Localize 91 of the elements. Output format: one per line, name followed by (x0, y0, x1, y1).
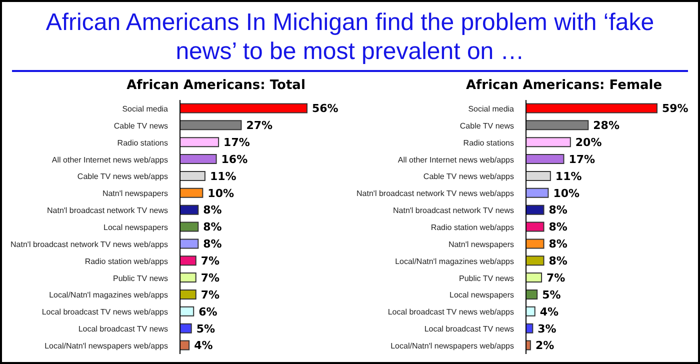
bar (526, 170, 551, 181)
bar (180, 340, 190, 350)
y-tick-label: Local/Natn'l newspapers web/apps (390, 342, 514, 351)
bar (180, 120, 242, 130)
bar (180, 154, 217, 164)
data-label: 7% (200, 271, 220, 284)
data-label: 5% (196, 322, 216, 336)
y-tick-label: Cable TV news web/apps (77, 172, 168, 182)
bar (526, 256, 544, 266)
y-tick-label: Local/Natn'l newspapers web/apps (44, 342, 168, 351)
y-tick-label: Natn'l broadcast network TV news web/apps (10, 240, 168, 249)
y-tick-label: Radio stations (117, 138, 168, 148)
y-tick-label: Local/Natn'l magazines web/apps (395, 256, 514, 266)
bar (180, 256, 196, 266)
bar (180, 289, 196, 300)
data-label: 20% (575, 136, 602, 149)
data-label: 3% (538, 322, 556, 336)
bar (526, 289, 538, 300)
bar (180, 137, 220, 148)
data-label: 8% (203, 220, 222, 234)
data-label: 56% (312, 102, 338, 116)
y-tick-label: Local/Natn'l magazines web/apps (49, 290, 168, 300)
data-label: 28% (593, 119, 620, 132)
bar (180, 323, 192, 334)
bar (526, 204, 544, 215)
data-label: 8% (548, 220, 568, 234)
y-tick-label: Public TV news (113, 274, 168, 283)
bar (526, 154, 564, 164)
y-tick-label: Cable TV news web/apps (423, 172, 514, 182)
y-tick-label: Social media (122, 104, 169, 114)
bar (526, 103, 658, 114)
y-tick-label: Radio station web/apps (430, 223, 514, 232)
y-tick-label: Radio stations (463, 138, 514, 148)
data-label: 5% (542, 288, 561, 302)
data-label: 8% (203, 238, 222, 251)
data-label: 4% (540, 305, 559, 318)
data-label: 59% (662, 102, 688, 116)
bar (180, 170, 206, 181)
data-label: 4% (194, 339, 213, 352)
y-tick-label: Local newspapers (104, 223, 168, 232)
bar (180, 103, 308, 114)
chart-title: African Americans: Total (126, 78, 306, 95)
y-tick-label: Natn'l broadcast network TV news web/apps (356, 189, 514, 198)
data-label: 16% (221, 152, 248, 166)
chart-title: African Americans: Female (464, 78, 664, 95)
y-tick-label: Local newspapers (450, 290, 514, 300)
y-tick-label: Radio station web/apps (84, 256, 168, 266)
data-label: 7% (200, 288, 220, 302)
bar (180, 188, 204, 198)
data-label: 7% (546, 271, 566, 284)
bar (180, 204, 199, 215)
y-tick-label: Cable TV news (114, 121, 168, 130)
y-tick-label: Natn'l newspapers (102, 189, 168, 198)
data-label: 8% (203, 204, 222, 217)
y-tick-label: Natn'l newspapers (448, 240, 514, 249)
data-label: 10% (553, 186, 580, 200)
y-tick-label: Local broadcast TV news web/apps (42, 308, 168, 317)
data-label: 6% (198, 305, 218, 318)
bar (526, 222, 544, 232)
data-label: 11% (555, 170, 582, 183)
y-tick-label: Local broadcast TV news web/apps (388, 308, 514, 317)
y-tick-label: Cable TV news (460, 121, 514, 130)
y-tick-label: Social media (468, 104, 515, 114)
bar (526, 120, 589, 130)
bar (180, 272, 196, 283)
data-label: 17% (568, 152, 596, 166)
bar (526, 188, 549, 198)
data-label: 17% (224, 136, 250, 149)
bar (180, 306, 194, 316)
text: African Americans In Michigan find the problem with ‘fake news’ to be most prevalent on … (12, 2, 688, 72)
data-label: 2% (535, 339, 554, 352)
data-label: 11% (210, 170, 236, 183)
bar (526, 272, 542, 283)
data-label: 27% (246, 119, 273, 132)
y-tick-label: Public TV news (459, 274, 514, 283)
data-label: 7% (200, 254, 220, 268)
bar (526, 137, 571, 148)
bar (180, 222, 199, 232)
y-tick-label: Local broadcast TV news (424, 324, 514, 334)
y-tick-label: Natn'l broadcast network TV news (47, 206, 168, 216)
bar (526, 238, 544, 249)
y-tick-label: All other Internet news web/apps (398, 155, 514, 164)
data-label: 8% (548, 204, 568, 217)
y-tick-label: Natn'l broadcast network TV news (393, 206, 514, 216)
y-tick-label: All other Internet news web/apps (52, 155, 168, 164)
bar (526, 306, 536, 316)
y-tick-label: Local broadcast TV news (78, 324, 168, 334)
data-label: 8% (548, 254, 568, 268)
bar (180, 238, 199, 249)
data-label: 8% (548, 238, 568, 251)
data-label: 10% (208, 186, 234, 200)
